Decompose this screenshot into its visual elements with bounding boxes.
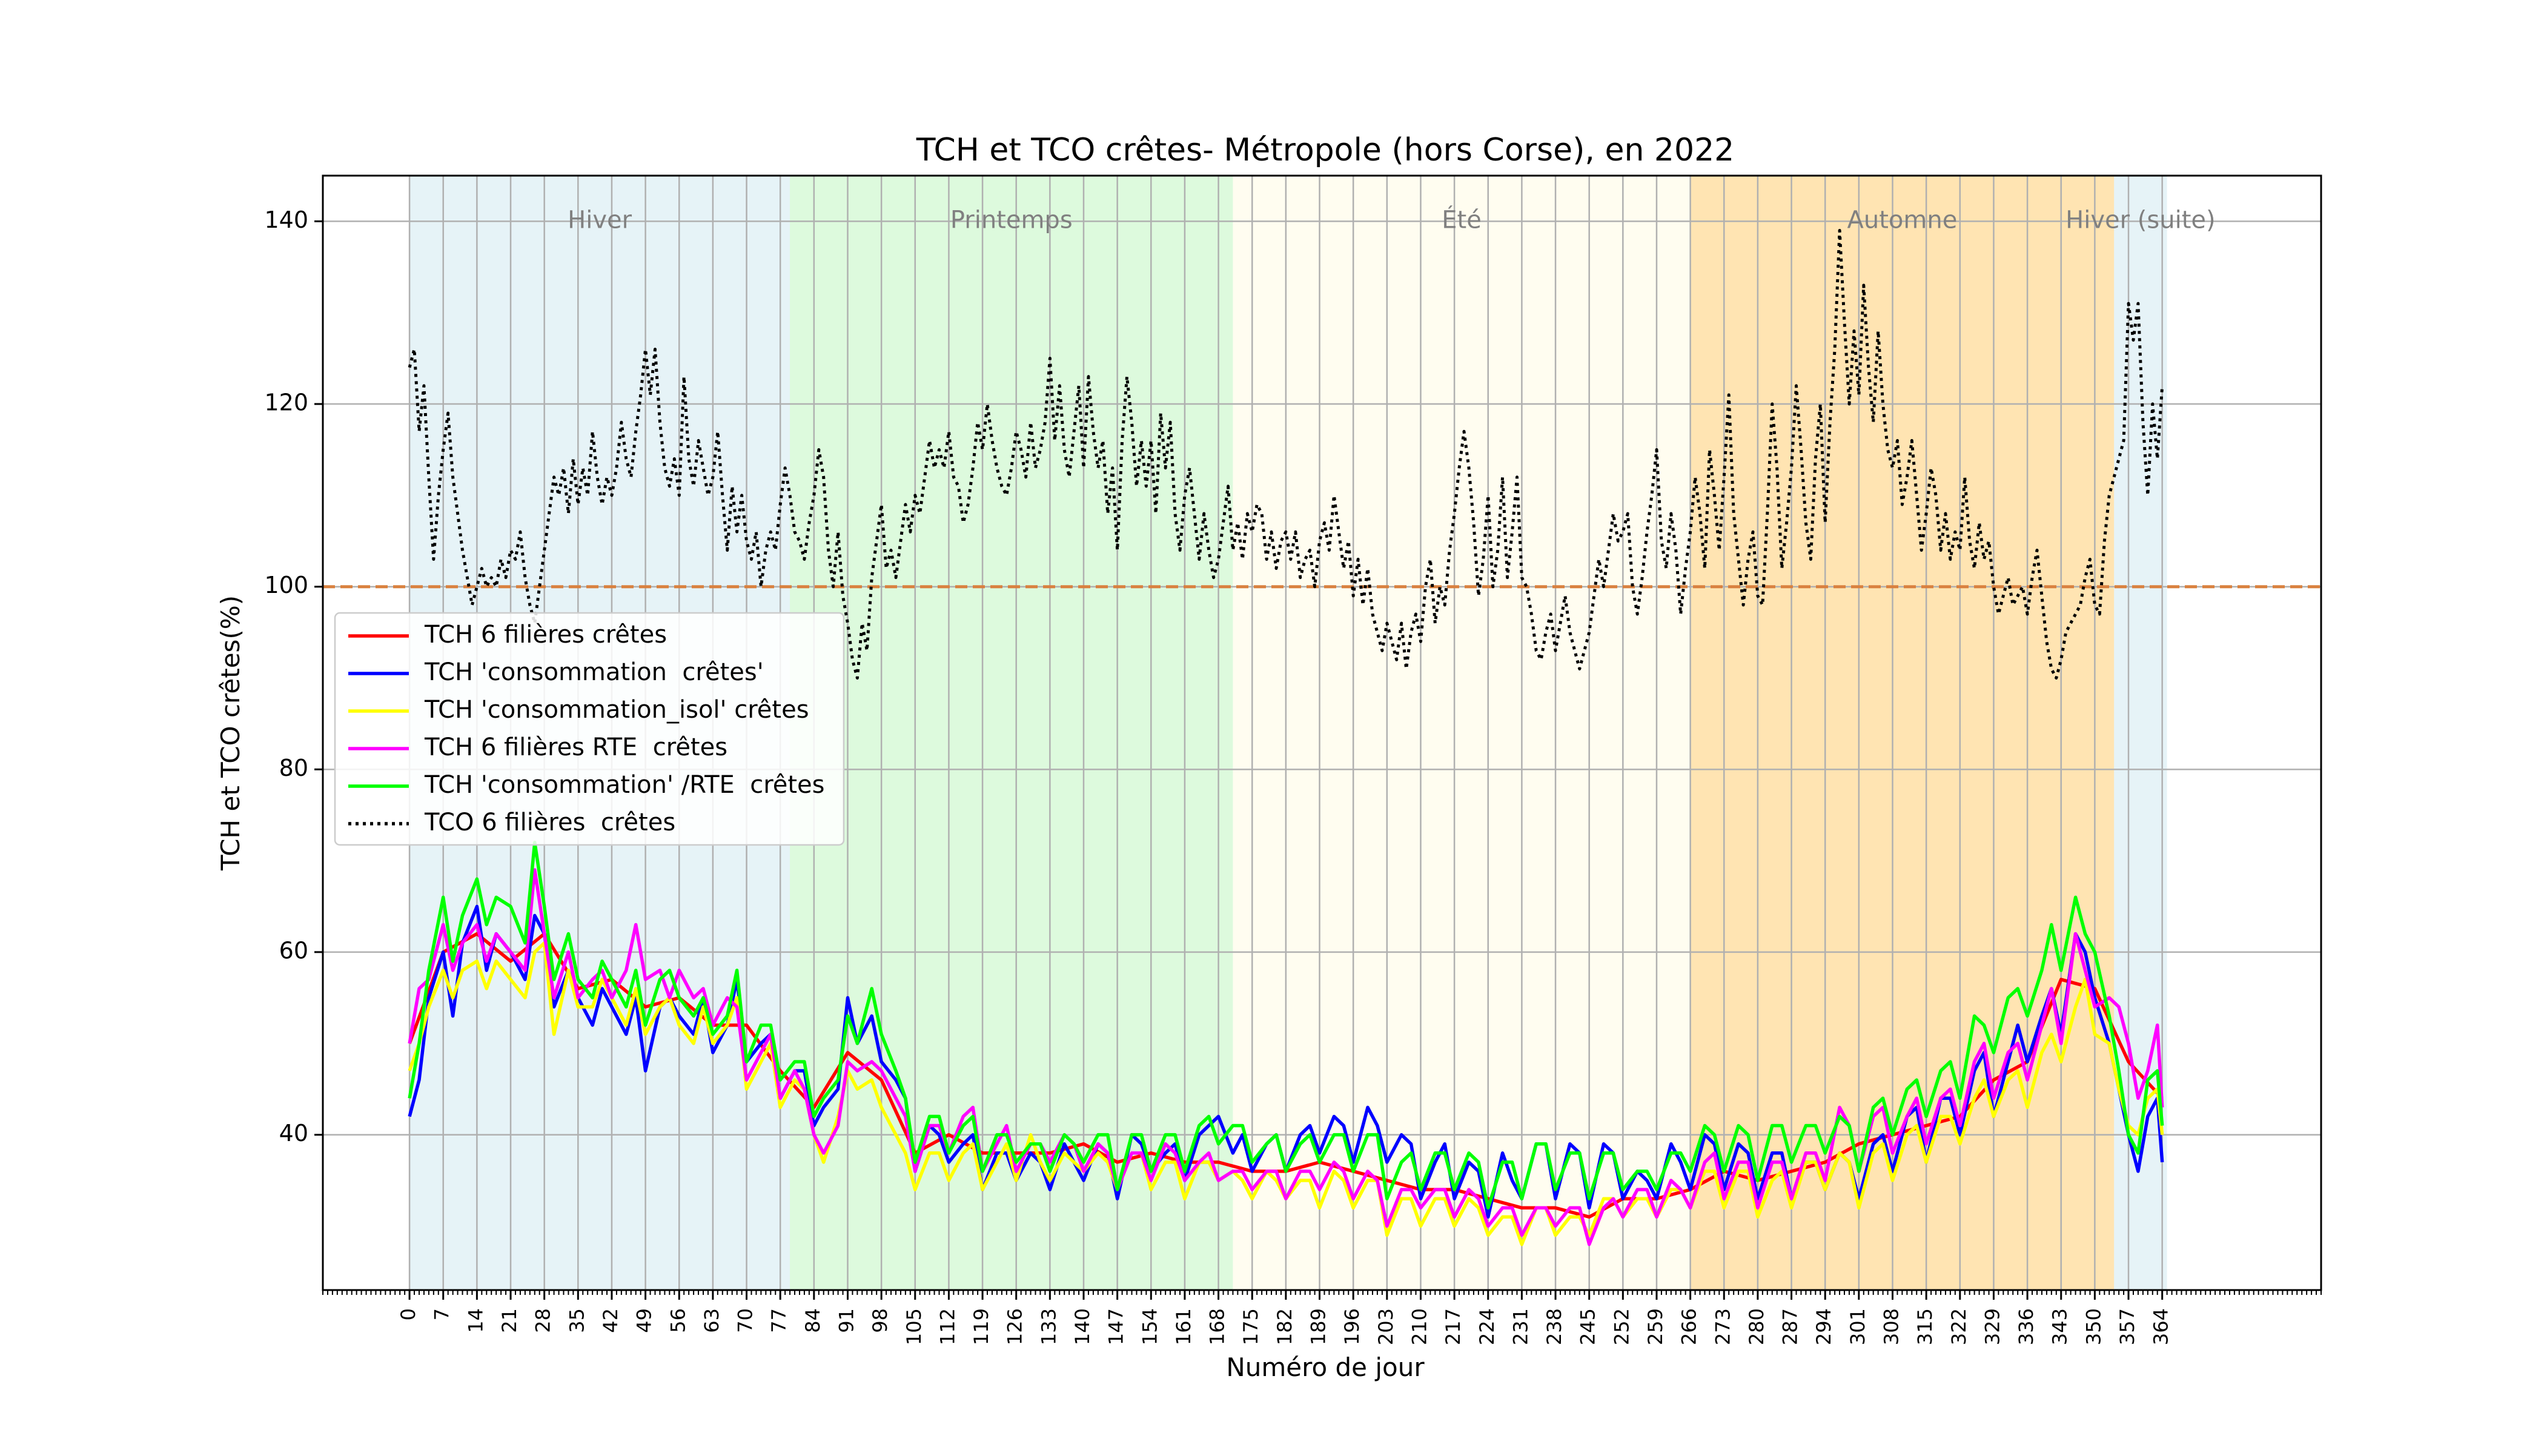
season-label: Hiver bbox=[568, 206, 632, 234]
x-tick-label: 28 bbox=[532, 1308, 555, 1333]
y-axis-label: TCH et TCO crêtes(%) bbox=[216, 595, 245, 871]
season-labels: Hiver Printemps Été Automne Hiver (suite) bbox=[568, 205, 2215, 234]
x-tick-label: 336 bbox=[2015, 1308, 2038, 1345]
y-tick-label: 140 bbox=[264, 207, 308, 233]
x-tick-label: 189 bbox=[1307, 1308, 1330, 1345]
legend: TCH 6 filières crêtes TCH 'consommation c… bbox=[334, 612, 845, 846]
x-tick-label: 35 bbox=[565, 1308, 588, 1333]
chart-title: TCH et TCO crêtes- Métropole (hors Corse… bbox=[916, 132, 1735, 168]
x-tick-label: 280 bbox=[1745, 1308, 1768, 1345]
x-tick-label: 0 bbox=[397, 1308, 420, 1320]
x-tick-label: 308 bbox=[1880, 1308, 1903, 1345]
legend-label: TCH 'consommation crêtes' bbox=[424, 658, 764, 686]
x-tick-label: 112 bbox=[936, 1308, 959, 1345]
x-tick-label: 315 bbox=[1913, 1308, 1936, 1345]
x-tick-label: 301 bbox=[1846, 1308, 1869, 1345]
x-tick-label: 168 bbox=[1206, 1308, 1229, 1345]
x-axis-label: Numéro de jour bbox=[1226, 1352, 1425, 1382]
x-tick-label: 273 bbox=[1711, 1308, 1734, 1345]
x-tick-label: 322 bbox=[1947, 1308, 1970, 1345]
x-tick-label: 77 bbox=[767, 1308, 790, 1333]
legend-label: TCO 6 filières crêtes bbox=[424, 809, 675, 836]
season-bands bbox=[409, 176, 2167, 1290]
series-line bbox=[408, 229, 2164, 680]
x-tick-label: 210 bbox=[1408, 1308, 1431, 1345]
season-band bbox=[1233, 176, 1691, 1290]
x-tick-label: 364 bbox=[2150, 1308, 2173, 1345]
x-tick-label: 217 bbox=[1442, 1308, 1465, 1345]
x-tick-label: 119 bbox=[970, 1308, 993, 1345]
series-line bbox=[408, 841, 2164, 1210]
season-band bbox=[1690, 176, 2115, 1290]
legend-label: TCH 6 filières crêtes bbox=[424, 621, 667, 649]
x-tick-label: 294 bbox=[1812, 1308, 1835, 1345]
season-label: Automne bbox=[1847, 206, 1958, 234]
legend-label: TCH 'consommation_isol' crêtes bbox=[424, 696, 809, 724]
x-tick-label: 287 bbox=[1779, 1308, 1802, 1345]
x-tick-label: 161 bbox=[1172, 1308, 1195, 1345]
x-tick-label: 126 bbox=[1004, 1308, 1027, 1345]
season-band bbox=[790, 176, 1233, 1290]
x-tick-label: 70 bbox=[734, 1308, 757, 1333]
x-tick-label: 266 bbox=[1678, 1308, 1701, 1345]
x-tick-label: 84 bbox=[801, 1308, 824, 1333]
x-tick-label: 105 bbox=[903, 1308, 926, 1345]
y-tick-label: 120 bbox=[264, 389, 308, 416]
x-tick-label: 238 bbox=[1543, 1308, 1566, 1345]
x-tick-label: 329 bbox=[1981, 1308, 2004, 1345]
x-tick-label: 21 bbox=[498, 1308, 521, 1333]
x-tick-label: 224 bbox=[1476, 1308, 1499, 1345]
season-label: Hiver (suite) bbox=[2065, 206, 2215, 234]
x-tick-label: 245 bbox=[1577, 1308, 1600, 1345]
season-label: Été bbox=[1442, 205, 1482, 234]
y-tick-label: 80 bbox=[279, 755, 308, 781]
y-tick-label: 60 bbox=[279, 937, 308, 964]
x-tick-label: 42 bbox=[599, 1308, 622, 1333]
x-tick-label: 7 bbox=[431, 1308, 454, 1320]
x-tick-label: 63 bbox=[700, 1308, 723, 1333]
x-tick-label: 259 bbox=[1644, 1308, 1667, 1345]
x-tick-label: 350 bbox=[2082, 1308, 2105, 1345]
x-tick-label: 203 bbox=[1374, 1308, 1397, 1345]
x-tick-label: 231 bbox=[1509, 1308, 1532, 1345]
y-tick-label: 100 bbox=[264, 572, 308, 598]
x-tick-label: 49 bbox=[633, 1308, 656, 1333]
x-tick-label: 252 bbox=[1610, 1308, 1633, 1345]
x-tick-label: 175 bbox=[1239, 1308, 1262, 1345]
season-label: Printemps bbox=[950, 206, 1073, 234]
x-tick-label: 357 bbox=[2116, 1308, 2139, 1345]
x-tick-label: 133 bbox=[1037, 1308, 1060, 1345]
series-line bbox=[408, 868, 2164, 1246]
x-tick-label: 343 bbox=[2049, 1308, 2072, 1345]
series-line bbox=[408, 941, 2164, 1246]
legend-label: TCH 6 filières RTE crêtes bbox=[424, 733, 727, 761]
legend-label: TCH 'consommation' /RTE crêtes bbox=[424, 771, 825, 799]
axis-ticks: 40 60 80 100 120 140 0 7 14 21 28 35 42 49 56 63 70 77 84 9… bbox=[264, 207, 2322, 1345]
x-tick-label: 196 bbox=[1340, 1308, 1363, 1345]
x-tick-label: 14 bbox=[464, 1308, 487, 1333]
plot-frame bbox=[322, 174, 2322, 1291]
x-tick-label: 91 bbox=[835, 1308, 858, 1333]
x-tick-label: 154 bbox=[1138, 1308, 1161, 1345]
x-tick-label: 56 bbox=[666, 1308, 689, 1333]
x-tick-label: 182 bbox=[1273, 1308, 1296, 1345]
x-tick-label: 147 bbox=[1105, 1308, 1128, 1345]
legend-box bbox=[334, 612, 845, 846]
series-group bbox=[408, 229, 2164, 1246]
x-tick-label: 140 bbox=[1071, 1308, 1094, 1345]
x-tick-label: 98 bbox=[869, 1308, 892, 1333]
y-tick-label: 40 bbox=[279, 1120, 308, 1147]
